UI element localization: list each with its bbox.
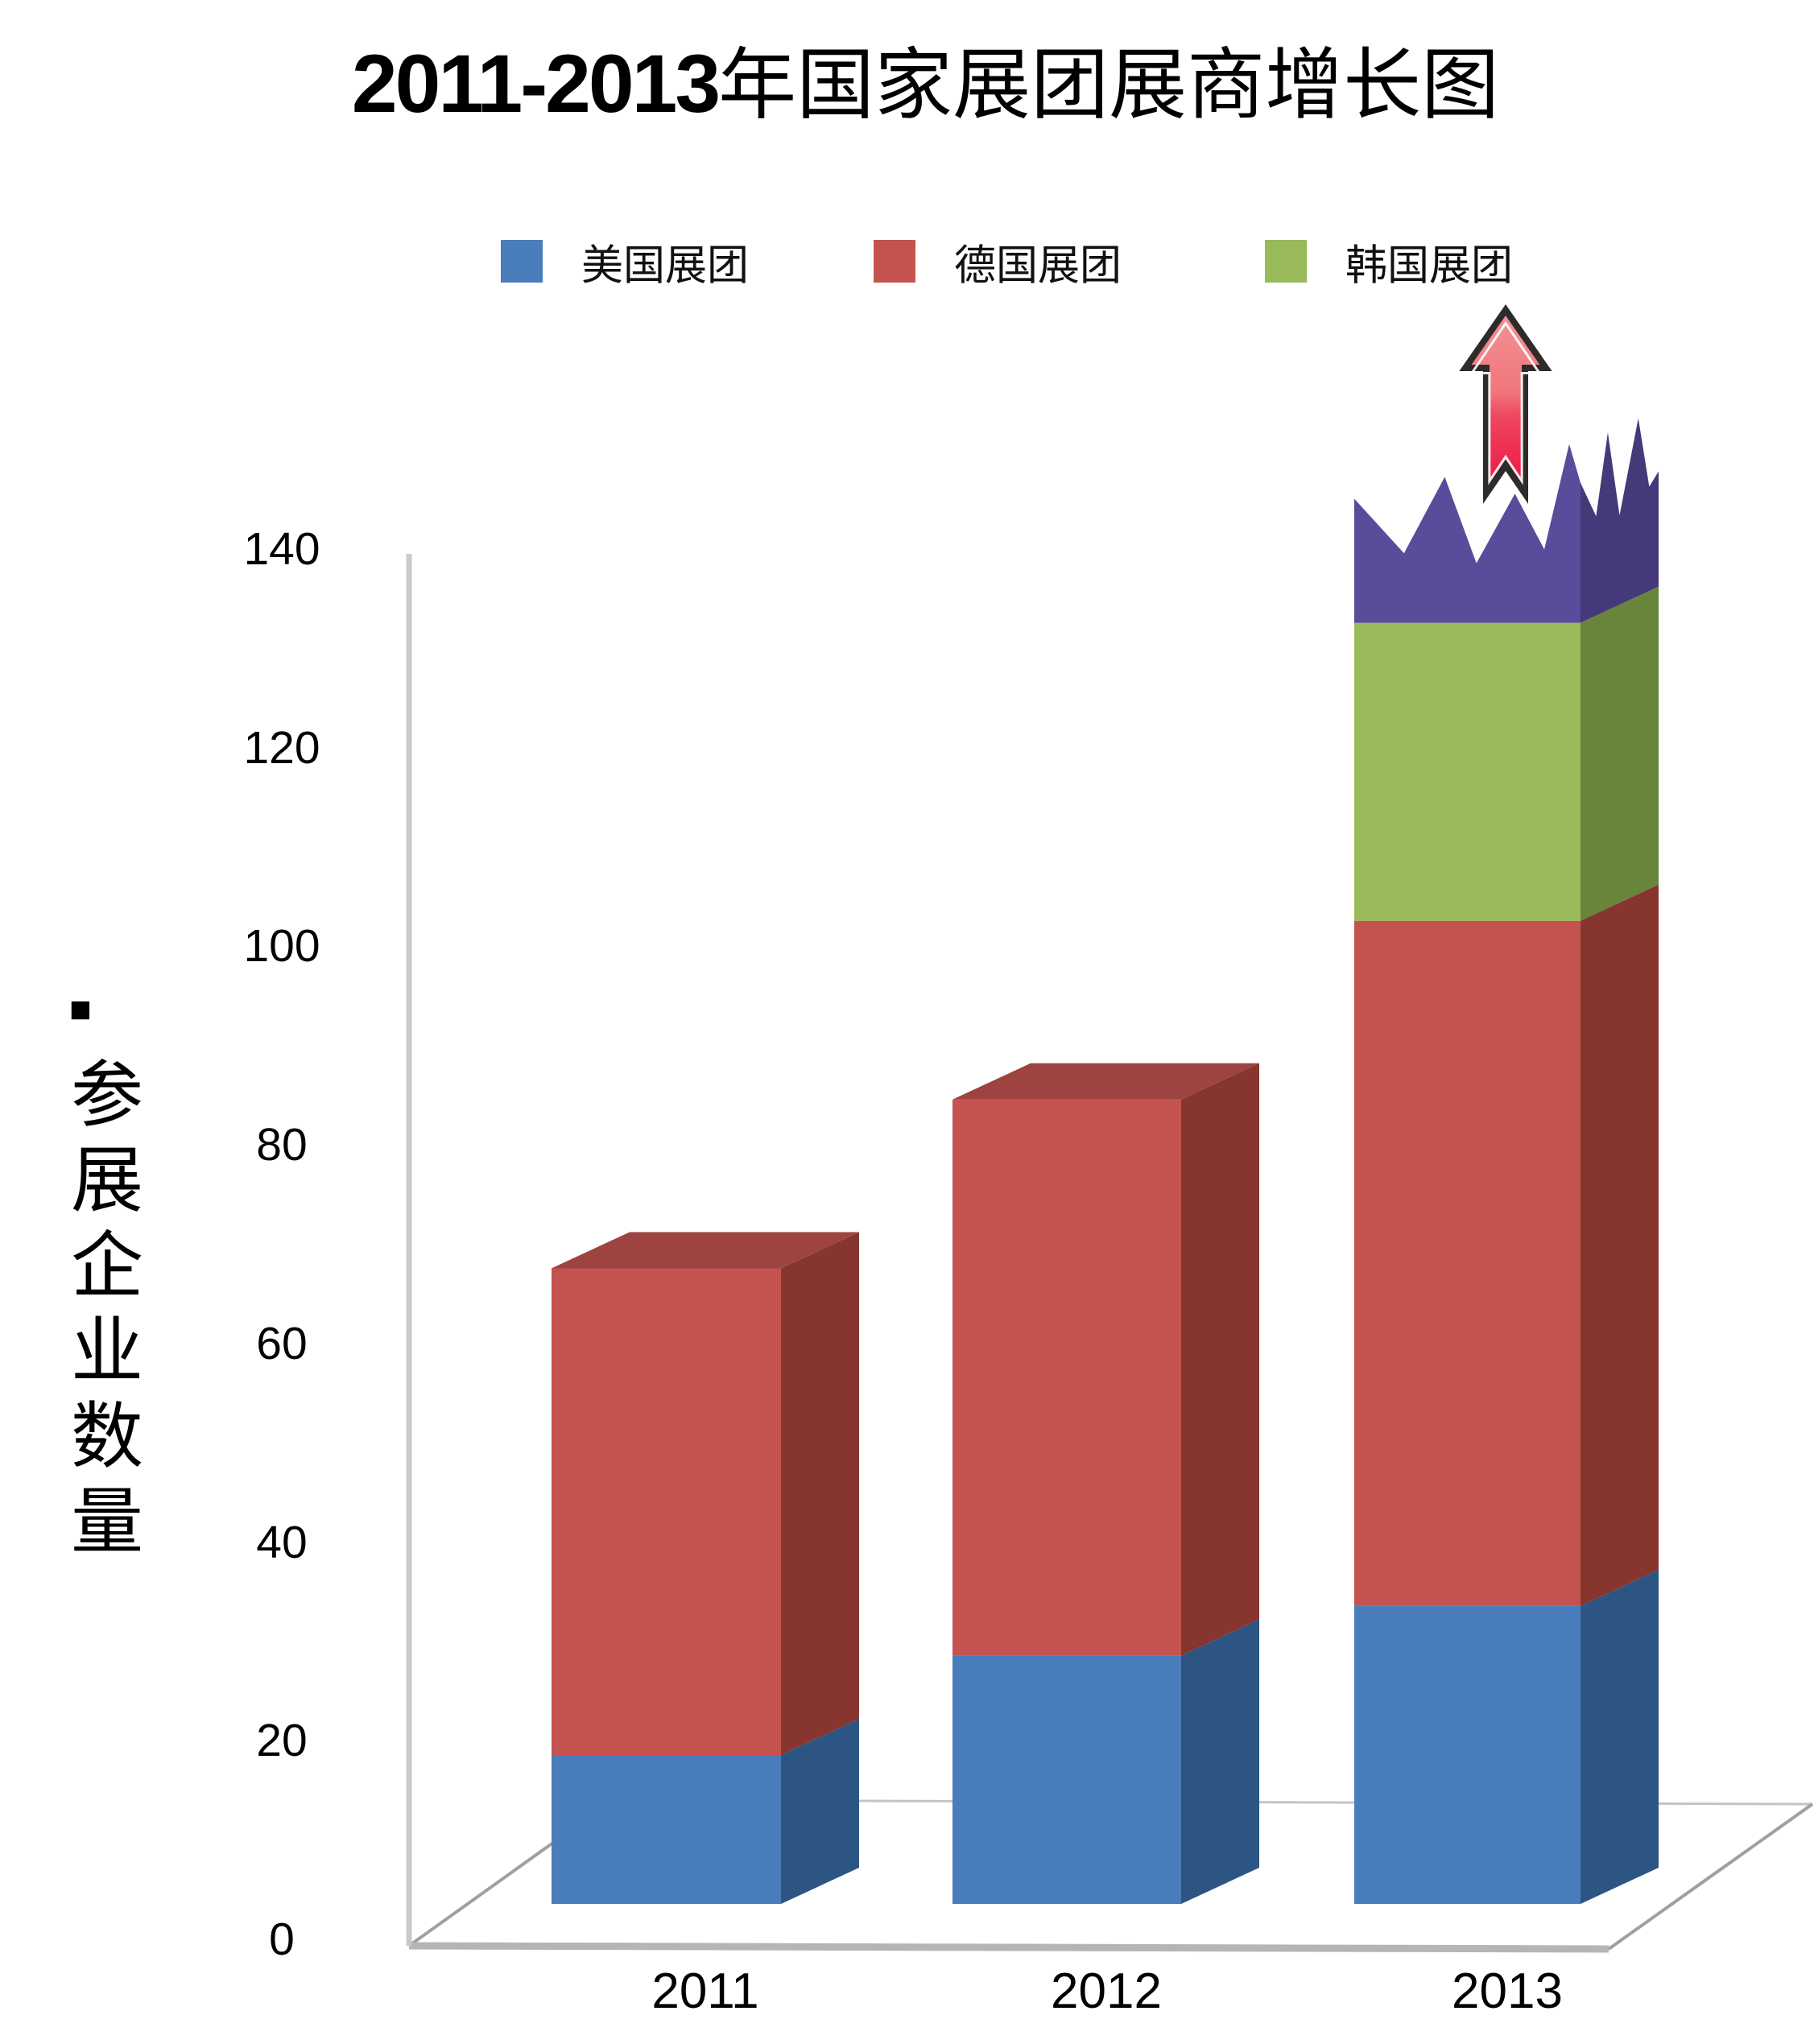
bar-2012-usa-front	[952, 1655, 1181, 1904]
bar-2013-usa-front	[1354, 1605, 1581, 1904]
bar-2013-germany-side	[1581, 884, 1659, 1606]
bar-2012-usa-side	[1181, 1619, 1259, 1904]
legend-label: 韩国展团	[1345, 243, 1514, 290]
growth-up-arrow-inner-line	[1469, 320, 1542, 485]
title-text: 年国家展团展商增长图	[718, 43, 1500, 129]
y-tick-label: 0	[269, 1914, 295, 1965]
title-years: 2011-2013	[351, 38, 721, 130]
y-tick-label: 80	[256, 1119, 308, 1171]
legend-swatch-icon	[1265, 240, 1307, 283]
legend-swatch-icon	[874, 240, 915, 283]
bar-2013-korea-side	[1581, 586, 1659, 921]
bar-2011-usa-front	[552, 1754, 781, 1904]
y-tick-label: 60	[256, 1317, 308, 1369]
growth-up-arrow-icon	[1459, 304, 1552, 504]
x-category-label-2011: 2011	[651, 1963, 759, 2019]
bar-2011-usa-side	[781, 1718, 859, 1904]
chart-title: 2011-2013年国家展团展商增长图	[0, 21, 1814, 134]
bar-2013-germany-front	[1354, 920, 1581, 1606]
bar-2012-germany-side	[1181, 1063, 1259, 1656]
legend-label: 德国展团	[954, 243, 1122, 290]
x-category-label-2012: 2012	[1051, 1963, 1162, 2019]
bar-2011-top-face	[552, 1232, 859, 1269]
bar-2013-usa-side	[1581, 1569, 1659, 1904]
x-category-label-2013: 2013	[1452, 1963, 1563, 2019]
floor-right-depth-edge	[1607, 1802, 1814, 1951]
y-tick-label: 100	[243, 920, 320, 972]
legend-swatch-icon	[501, 240, 543, 283]
y-tick-label: 120	[243, 721, 320, 774]
floor-front-edge	[408, 1942, 1609, 1953]
y-tick-label: 40	[256, 1516, 308, 1568]
growth-extension-front	[1354, 444, 1581, 623]
bar-2012-germany-front	[952, 1099, 1181, 1656]
y-axis-bullet-icon: ■	[69, 988, 92, 1030]
legend-label: 美国展团	[581, 243, 750, 290]
y-axis-title: 参展企业数量	[60, 1056, 139, 1568]
bar-2011-germany-front	[552, 1268, 781, 1755]
y-tick-label: 140	[243, 522, 320, 575]
growth-extension-side	[1581, 418, 1659, 623]
bar-2012-top-face	[952, 1063, 1259, 1100]
bar-2013-korea-front	[1354, 622, 1581, 921]
bar-2011-germany-side	[781, 1232, 859, 1755]
y-tick-label: 20	[256, 1715, 308, 1767]
